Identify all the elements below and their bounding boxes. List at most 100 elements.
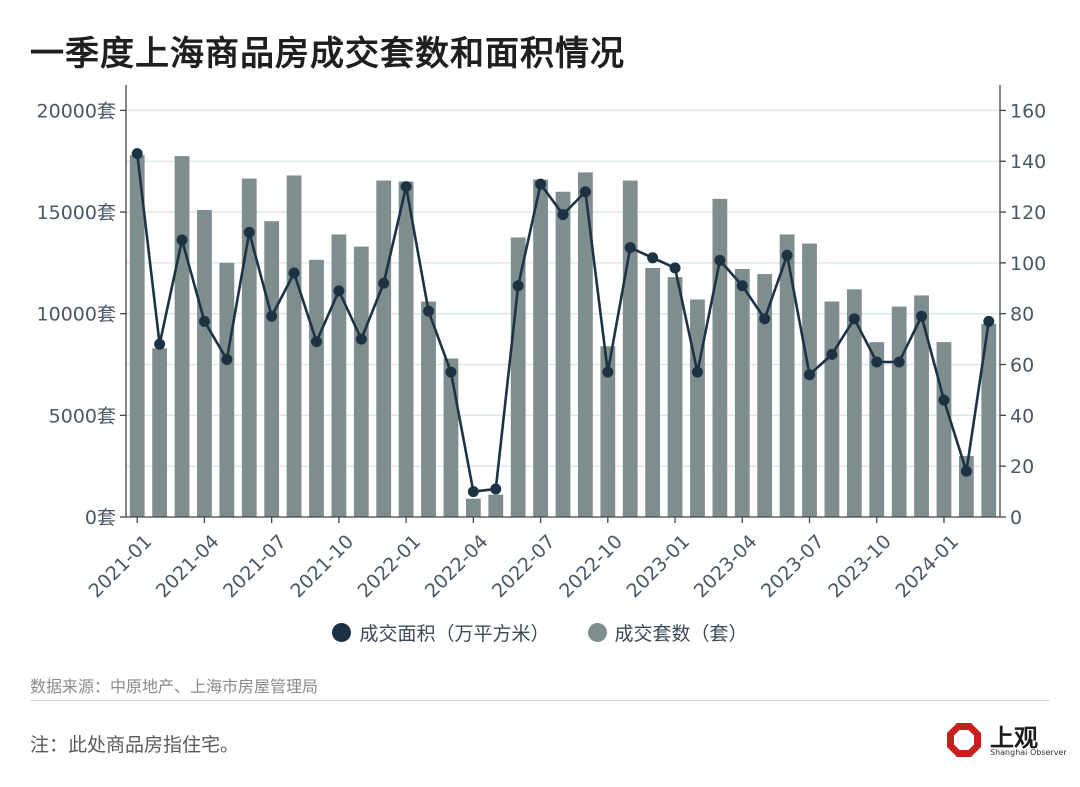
area-point <box>557 209 569 221</box>
area-point <box>154 338 166 350</box>
bar-units <box>824 301 840 517</box>
area-point <box>266 310 278 322</box>
bar-units <box>779 234 795 517</box>
bar-units <box>936 342 952 517</box>
area-point <box>221 353 233 365</box>
area-point <box>490 483 502 495</box>
right-tick-label: 120 <box>1010 202 1046 224</box>
area-point <box>198 315 210 327</box>
area-point <box>826 348 838 360</box>
bar-units <box>219 262 235 517</box>
area-point <box>176 234 188 246</box>
right-tick-label: 140 <box>1010 151 1046 173</box>
bar-units <box>286 175 302 517</box>
logo-octagon-icon <box>947 723 981 757</box>
area-point <box>445 366 457 378</box>
area-point <box>691 366 703 378</box>
left-tick-label: 5000套 <box>49 405 116 427</box>
bar-units <box>421 301 436 517</box>
x-tick-label: 2023-07 <box>757 531 829 603</box>
bar-units <box>555 191 571 517</box>
right-tick-label: 20 <box>1010 456 1034 478</box>
divider <box>30 700 1050 701</box>
bar-units <box>398 181 414 518</box>
bar-units <box>309 259 324 517</box>
area-point <box>714 254 726 266</box>
right-tick-label: 160 <box>1010 100 1046 122</box>
bar-units <box>690 299 705 517</box>
x-tick-label: 2021-01 <box>85 531 157 603</box>
area-point <box>960 465 972 477</box>
bar-units <box>533 179 548 517</box>
logo-name: 上观 <box>990 723 1038 752</box>
area-point <box>131 148 143 160</box>
bar-units <box>891 306 907 517</box>
bar-units <box>846 289 862 517</box>
axes <box>120 85 1006 523</box>
area-point <box>938 394 950 406</box>
bar-units <box>465 498 481 517</box>
legend-label-area: 成交面积（万平方米） <box>359 623 550 645</box>
area-point <box>624 242 636 254</box>
legend-item-units: 成交套数（套） <box>587 619 748 646</box>
right-tick-label: 80 <box>1010 304 1034 326</box>
right-tick-label: 100 <box>1010 253 1046 275</box>
bar-units <box>488 494 504 517</box>
area-point <box>602 366 614 378</box>
bar-units <box>241 178 257 517</box>
left-tick-label: 20000套 <box>37 100 116 122</box>
logo: 上观 Shanghai Observer <box>946 718 1067 762</box>
legend-dot-line <box>332 623 352 642</box>
bar-units <box>578 172 593 517</box>
area-point <box>647 252 659 264</box>
area-point <box>355 333 367 345</box>
bar-units <box>197 210 212 517</box>
bar-units <box>353 246 369 517</box>
legend-label-units: 成交套数（套） <box>614 623 748 645</box>
legend-dot-bar <box>587 623 607 642</box>
bar-units <box>264 221 280 517</box>
bar-units <box>152 348 168 517</box>
legend-item-area: 成交面积（万平方米） <box>332 619 549 646</box>
bar-units <box>376 180 392 518</box>
bar-units <box>443 358 459 517</box>
bar-units <box>734 268 750 517</box>
x-tick-label: 2022-04 <box>421 531 493 603</box>
bar-units <box>174 156 190 517</box>
area-point <box>848 313 860 325</box>
bar-units <box>802 243 817 518</box>
bar-units <box>667 277 683 517</box>
left-tick-label: 15000套 <box>37 202 116 224</box>
x-tick-label: 2023-01 <box>623 531 695 603</box>
x-tick-label: 2022-10 <box>555 531 627 603</box>
area-point <box>871 356 883 368</box>
x-tick-label: 2023-04 <box>690 531 762 603</box>
bar-units <box>981 323 997 517</box>
area-point <box>378 277 390 289</box>
area-point <box>893 356 905 368</box>
bar-units <box>914 295 929 517</box>
logo-subtitle: Shanghai Observer <box>990 748 1067 757</box>
area-point <box>983 315 995 327</box>
legend: 成交面积（万平方米） 成交套数（套） <box>0 619 1080 647</box>
note-text: 注：此处商品房指住宅。 <box>30 734 240 756</box>
area-point <box>579 186 591 198</box>
bar-units <box>757 274 773 517</box>
right-tick-label: 0 <box>1010 507 1022 529</box>
bar-units <box>622 180 638 518</box>
area-point <box>333 285 345 297</box>
x-tick-label: 2021-04 <box>152 531 224 603</box>
bar-units <box>600 346 616 517</box>
area-point <box>400 181 412 193</box>
area-point <box>512 280 524 292</box>
bar-units <box>129 155 145 517</box>
chart: 0套 5000套 10000套 15000套 20000套 0 20 40 60 80 100 120… <box>37 85 1046 603</box>
area-point <box>467 486 479 498</box>
x-tick-label: 2022-07 <box>488 531 560 603</box>
area-point <box>243 226 255 238</box>
area-point <box>759 313 771 325</box>
x-tick-label: 2023-10 <box>824 531 896 603</box>
line-series <box>131 148 995 498</box>
right-tick-label: 60 <box>1010 355 1034 377</box>
area-point <box>288 267 300 279</box>
